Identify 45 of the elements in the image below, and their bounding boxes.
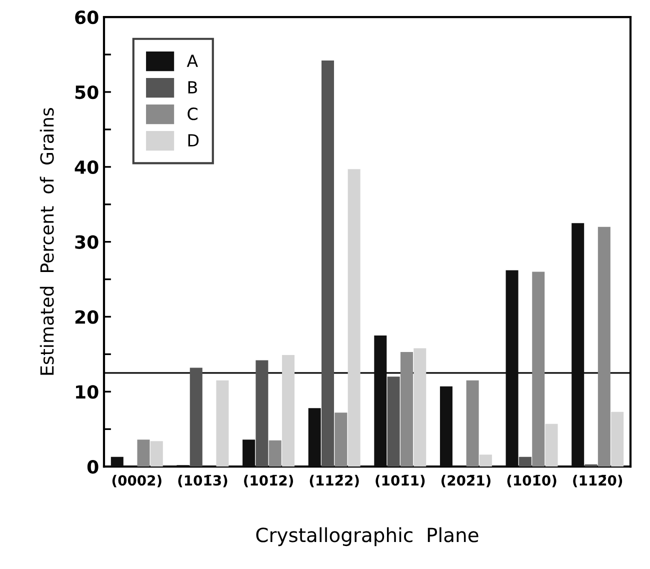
bar [400,352,413,467]
bar [242,440,256,467]
bar [532,272,545,467]
bar [518,456,532,467]
y-tick-label: 50 [75,85,98,100]
legend-label: C [188,108,198,120]
bar [466,380,479,467]
bar [282,354,295,467]
x-tick-label: (112̄0) [573,474,622,488]
y-tick-label: 0 [87,460,98,474]
legend-label: A [186,54,198,67]
bar [611,412,624,467]
bar [256,360,268,467]
bar [414,348,426,467]
y-tick-label: 20 [75,310,98,324]
bar [440,386,452,467]
x-tick-label: (101̄3) [178,474,228,488]
bar [137,440,150,467]
bar [308,408,321,467]
bar [268,440,282,467]
bar [387,376,400,467]
bar [479,454,492,467]
bar [598,226,610,467]
x-tick-label: (202̄1) [441,474,490,488]
bar [110,456,124,467]
bar [334,412,348,467]
y-tick-label: 40 [74,160,98,174]
x-tick-label: (0002) [112,474,162,488]
bar [150,441,163,467]
x-tick-label: (101̄2) [244,474,294,488]
bar [216,380,229,467]
y-axis-title: Estimated Percent of Grains [40,108,54,375]
x-tick-label: (101̄0) [507,474,556,488]
y-tick-label: 30 [75,235,98,249]
bar [348,169,360,467]
x-tick-label: (112̄2) [310,474,359,488]
legend-label: B [188,81,197,94]
y-tick-label: 10 [76,385,98,399]
y-tick-label: 60 [75,10,98,24]
bar [545,424,558,467]
legend-label: D [188,134,199,146]
x-tick-label: (101̄1) [376,474,425,488]
bar [190,368,202,467]
x-axis-title: Crystallographic Plane [256,527,478,546]
bar [322,60,334,467]
